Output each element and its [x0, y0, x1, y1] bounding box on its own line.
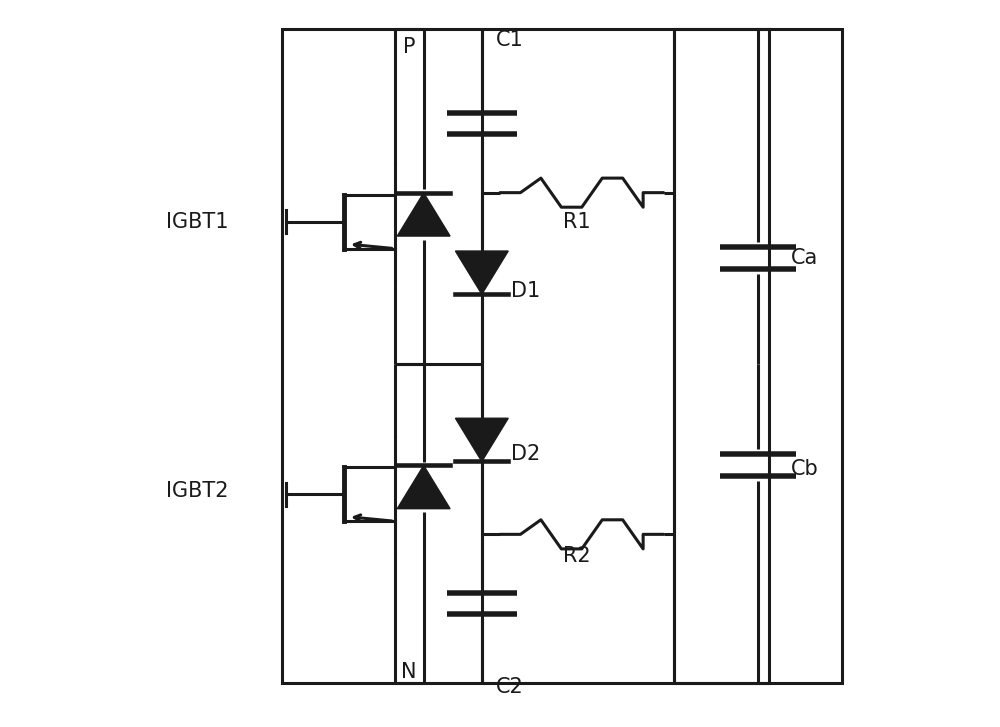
Text: IGBT1: IGBT1: [166, 212, 228, 232]
Text: IGBT2: IGBT2: [166, 481, 228, 501]
Text: D2: D2: [511, 444, 540, 465]
Polygon shape: [455, 418, 508, 462]
Bar: [282, 29, 769, 683]
Polygon shape: [397, 193, 450, 236]
Polygon shape: [397, 465, 450, 509]
Text: R1: R1: [563, 212, 590, 232]
Text: Ca: Ca: [791, 248, 818, 268]
Text: D1: D1: [511, 281, 540, 301]
Text: R2: R2: [563, 546, 590, 566]
Text: P: P: [403, 37, 415, 57]
Text: C1: C1: [496, 30, 524, 50]
Text: Cb: Cb: [791, 459, 819, 479]
Text: N: N: [401, 662, 417, 683]
Polygon shape: [455, 251, 508, 294]
Text: C2: C2: [496, 677, 524, 697]
Bar: [674, 29, 842, 683]
